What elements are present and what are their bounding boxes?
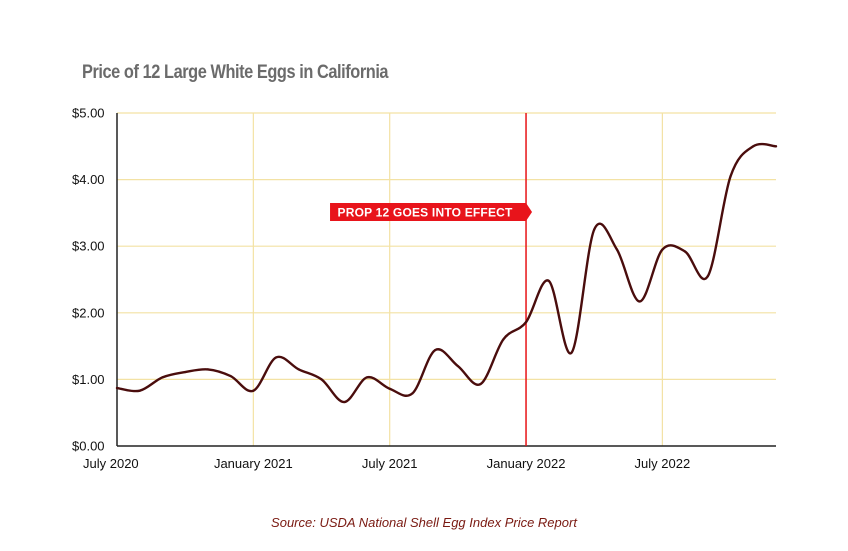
data-point: [252, 389, 255, 392]
x-tick-label: July 2020: [83, 456, 139, 471]
x-tick-label: July 2022: [635, 456, 691, 471]
data-point: [138, 389, 141, 392]
y-tick-label: $0.00: [72, 439, 105, 454]
data-point: [684, 250, 687, 253]
data-point: [479, 382, 482, 386]
data-point: [752, 145, 755, 148]
data-point: [638, 300, 641, 303]
price-line: [115, 142, 778, 404]
tick-labels: $0.00 $1.00 $2.00 $3.00 $4.00 $5.00 July 2020 J…: [72, 106, 690, 472]
data-point: [774, 145, 778, 148]
chart-title: Price of 12 Large White Eggs in Californ…: [82, 62, 389, 83]
x-tick-label: January 2021: [214, 456, 293, 471]
data-point: [365, 376, 369, 379]
annotation-label-box: [330, 203, 533, 221]
data-point: [524, 321, 528, 324]
y-tick-label: $1.00: [72, 372, 105, 387]
data-point: [411, 392, 414, 395]
grid-lines: [117, 112, 776, 446]
y-tick-label: $3.00: [72, 239, 105, 254]
y-tick-label: $5.00: [72, 106, 105, 121]
y-tick-label: $4.00: [72, 172, 105, 187]
data-point: [115, 386, 119, 390]
data-point: [593, 228, 596, 231]
series-layer: [115, 142, 778, 404]
data-point: [297, 368, 300, 371]
data-point: [343, 400, 346, 404]
data-point: [320, 378, 323, 381]
x-tick-label: July 2021: [362, 456, 418, 471]
data-point: [388, 387, 391, 390]
data-point: [706, 275, 709, 278]
data-point: [661, 248, 664, 251]
x-tick-label: January 2022: [487, 456, 566, 471]
prop12-annotation: PROP 12 GOES INTO EFFECT: [330, 113, 533, 446]
axes: [116, 113, 776, 447]
data-point: [184, 370, 187, 374]
annotation-label: PROP 12 GOES INTO EFFECT: [338, 206, 514, 220]
data-point: [615, 248, 619, 251]
data-point: [229, 374, 232, 378]
data-point: [547, 279, 550, 282]
data-point: [161, 376, 164, 379]
data-point: [274, 356, 278, 359]
data-point: [502, 338, 505, 341]
data-point: [206, 368, 209, 371]
data-point: [570, 351, 573, 354]
y-tick-label: $2.00: [72, 305, 105, 320]
data-point: [729, 175, 732, 178]
source-note: Source: USDA National Shell Egg Index Pr…: [271, 515, 577, 530]
data-point: [456, 364, 459, 368]
data-point: [434, 348, 437, 352]
